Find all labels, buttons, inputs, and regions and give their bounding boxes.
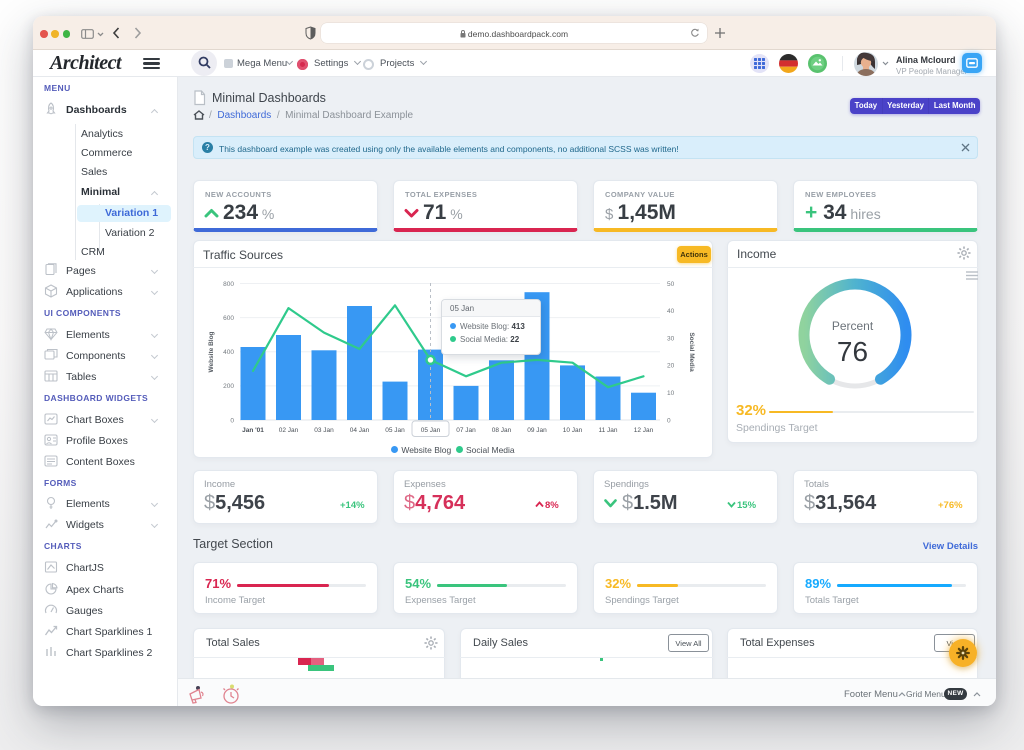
svg-text:03 Jan: 03 Jan: [314, 427, 334, 434]
svg-text:04 Jan: 04 Jan: [350, 427, 370, 434]
svg-text:30: 30: [667, 335, 675, 342]
svg-text:20: 20: [667, 363, 675, 370]
svg-text:200: 200: [223, 383, 234, 390]
svg-text:09 Jan: 09 Jan: [527, 427, 547, 434]
svg-text:400: 400: [223, 349, 234, 356]
svg-text:40: 40: [667, 308, 675, 315]
svg-text:12 Jan: 12 Jan: [634, 427, 654, 434]
svg-text:02 Jan: 02 Jan: [279, 427, 299, 434]
svg-text:07 Jan: 07 Jan: [456, 427, 476, 434]
svg-text:10: 10: [667, 390, 675, 397]
svg-text:05 Jan: 05 Jan: [421, 427, 441, 434]
svg-text:Jan '01: Jan '01: [242, 427, 264, 434]
svg-text:800: 800: [223, 281, 234, 288]
svg-text:11 Jan: 11 Jan: [598, 427, 617, 434]
svg-text:50: 50: [667, 281, 675, 288]
svg-text:0: 0: [667, 417, 671, 424]
svg-text:10 Jan: 10 Jan: [563, 427, 583, 434]
svg-text:Website Blog: Website Blog: [208, 331, 215, 372]
svg-text:08 Jan: 08 Jan: [492, 427, 512, 434]
svg-text:600: 600: [223, 315, 234, 322]
svg-text:Social Media: Social Media: [688, 332, 695, 372]
svg-text:05 Jan: 05 Jan: [385, 427, 405, 434]
svg-text:0: 0: [230, 417, 234, 424]
